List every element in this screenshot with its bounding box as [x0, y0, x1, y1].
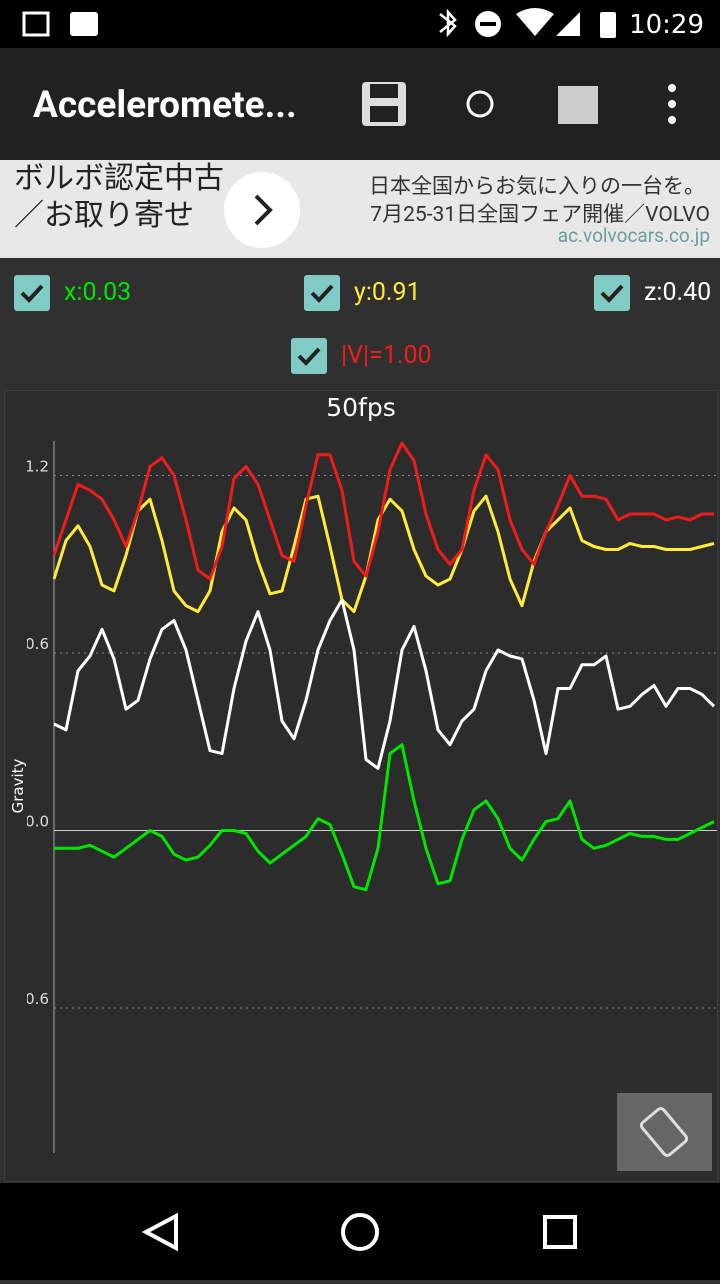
alarm-button[interactable]: [466, 90, 494, 118]
nav-icons: [141, 1212, 577, 1252]
series-line: [52, 494, 715, 614]
legend-label: x:0.03: [64, 278, 132, 307]
legend-checkbox[interactable]: [14, 275, 50, 311]
legend-checkbox[interactable]: [594, 275, 630, 311]
series-line: [53, 598, 716, 770]
series-line: [52, 441, 714, 581]
app-title: Acceleromete...: [33, 84, 297, 127]
chart-panel: 50fps Gravity -0.6 0.0 0.6 1.2: [4, 390, 718, 1182]
check-mark: [600, 284, 624, 303]
home-button[interactable]: [341, 1213, 379, 1251]
sensor-button[interactable]: [558, 86, 598, 124]
ad-left-text: ボルボ認定中古／お取り寄せ: [14, 161, 224, 233]
chart: 50fps Gravity -0.6 0.0 0.6 1.2: [9, 393, 717, 1153]
nav-bar: [0, 1183, 720, 1280]
legend-label: z:0.40: [644, 278, 712, 307]
check-mark: [20, 284, 44, 303]
recents-button[interactable]: [543, 1215, 577, 1249]
y-tick-label: 0.0: [25, 813, 49, 831]
y-tick-label: 1.2: [25, 458, 49, 476]
legend-checkbox[interactable]: [304, 275, 340, 311]
chart-title: 50fps: [326, 393, 396, 422]
y-tick-label: -0.6: [20, 990, 49, 1008]
rotate-button[interactable]: [617, 1093, 712, 1171]
app-bar: Acceleromete...: [0, 48, 720, 160]
legend-label: y:0.91: [354, 278, 421, 307]
y-axis-label: Gravity: [9, 758, 27, 813]
ad-line1: 日本全国からお気に入りの一台を。: [369, 175, 705, 199]
legend-label: |V|=1.00: [341, 341, 432, 370]
y-tick-label: 0.6: [25, 635, 49, 653]
ad-banner[interactable]: ボルボ認定中古／お取り寄せ 日本全国からお気に入りの一台を。 7月25-31日全…: [0, 160, 720, 258]
series-line: [54, 743, 715, 892]
check-mark: [297, 347, 321, 366]
status-icons: 10:29: [22, 8, 704, 40]
toolbar-icons: [362, 82, 676, 126]
clock: 10:29: [629, 10, 704, 40]
status-bar: 10:29: [0, 0, 720, 48]
back-button[interactable]: [141, 1212, 178, 1252]
y-tick-labels: -0.6 0.0 0.6 1.2: [20, 458, 49, 1009]
legend-checkbox[interactable]: [291, 338, 327, 374]
ad-line2: 7月25-31日全国フェア開催／VOLVO: [370, 203, 710, 227]
ad-arrow[interactable]: [222, 170, 302, 250]
check-mark: [310, 284, 334, 303]
ad-url: ac.volvocars.co.jp: [557, 224, 710, 247]
menu-button[interactable]: [668, 116, 676, 124]
